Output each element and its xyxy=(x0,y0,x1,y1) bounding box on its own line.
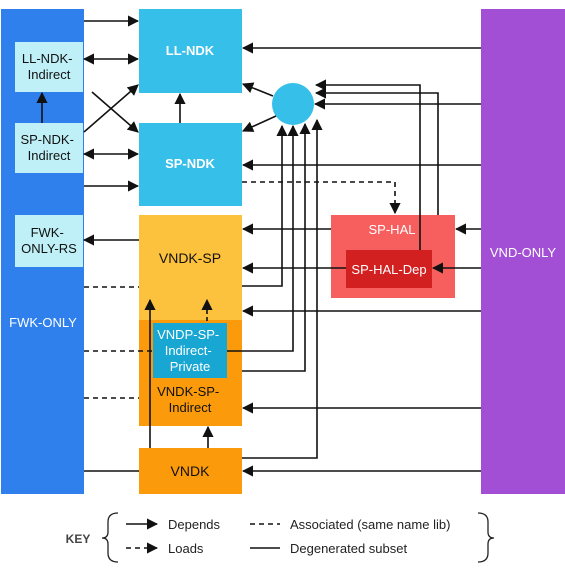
vndk-sp-indirect-label: VNDK-SP- Indirect xyxy=(157,384,223,415)
vndk-sp-label: VNDK-SP xyxy=(159,250,221,266)
vnd-only-label: VND-ONLY xyxy=(490,245,557,260)
key-degenerated-label: Degenerated subset xyxy=(290,541,407,556)
key-associated-label: Associated (same name lib) xyxy=(290,517,450,532)
sp-hal-dep-box xyxy=(346,250,432,288)
ll-ndk-label: LL-NDK xyxy=(166,43,215,58)
key-brace-right xyxy=(477,512,495,563)
vndk-sp-box xyxy=(139,215,242,320)
connections xyxy=(36,15,481,477)
sp-ndk-indirect-label: SP-NDK- Indirect xyxy=(20,132,77,163)
sp-ndk-indirect-box xyxy=(15,123,83,173)
vndk-box xyxy=(139,448,242,494)
fwk-only-rs-box xyxy=(15,215,83,267)
arrow-hub-to-sp-ndk xyxy=(241,115,277,132)
ll-ndk-indirect-box xyxy=(15,42,83,92)
arrow-hub-to-ll-ndk xyxy=(241,82,274,97)
key-brace-left xyxy=(101,512,119,563)
vndp-sp-indirect-private-label: VNDP-SP- Indirect- Private xyxy=(157,327,223,374)
arrow-ll-ndk-indirect-to-sp-ndk xyxy=(91,91,139,133)
vndp-sp-indirect-private-box xyxy=(153,323,227,378)
vnd-only-box xyxy=(481,9,565,494)
sp-hal-label: SP-HAL xyxy=(369,222,416,237)
arrow-private-to-hub xyxy=(227,124,299,352)
key-title: KEY xyxy=(66,532,91,546)
arrow-sp-hal-to-hub xyxy=(314,79,421,250)
fwk-only-label: FWK-ONLY xyxy=(9,315,77,330)
sp-hal-dep-label: SP-HAL-Dep xyxy=(351,262,426,277)
hub-circle xyxy=(272,83,314,125)
fwk-only-rs-label: FWK- ONLY-RS xyxy=(21,225,77,256)
dashed-sp-ndk-to-sp-hal xyxy=(242,181,401,215)
key-depends-label: Depends xyxy=(168,517,221,532)
key-loads-label: Loads xyxy=(168,541,204,556)
sp-ndk-label: SP-NDK xyxy=(165,156,215,171)
arrow-vndk-sp-to-hub xyxy=(242,124,288,287)
ll-ndk-indirect-label: LL-NDK- Indirect xyxy=(22,51,76,82)
arrow-sp-hal-to-hub-2 xyxy=(314,87,439,215)
legend: KEY Depends Loads Associated (same name … xyxy=(66,512,495,563)
arrow-vndk-sp-indirect-to-hub xyxy=(242,122,311,372)
vndk-label: VNDK xyxy=(171,463,211,479)
sp-ndk-box xyxy=(139,123,242,206)
arrow-vndk-to-hub xyxy=(242,118,323,459)
ll-ndk-box xyxy=(139,9,242,93)
